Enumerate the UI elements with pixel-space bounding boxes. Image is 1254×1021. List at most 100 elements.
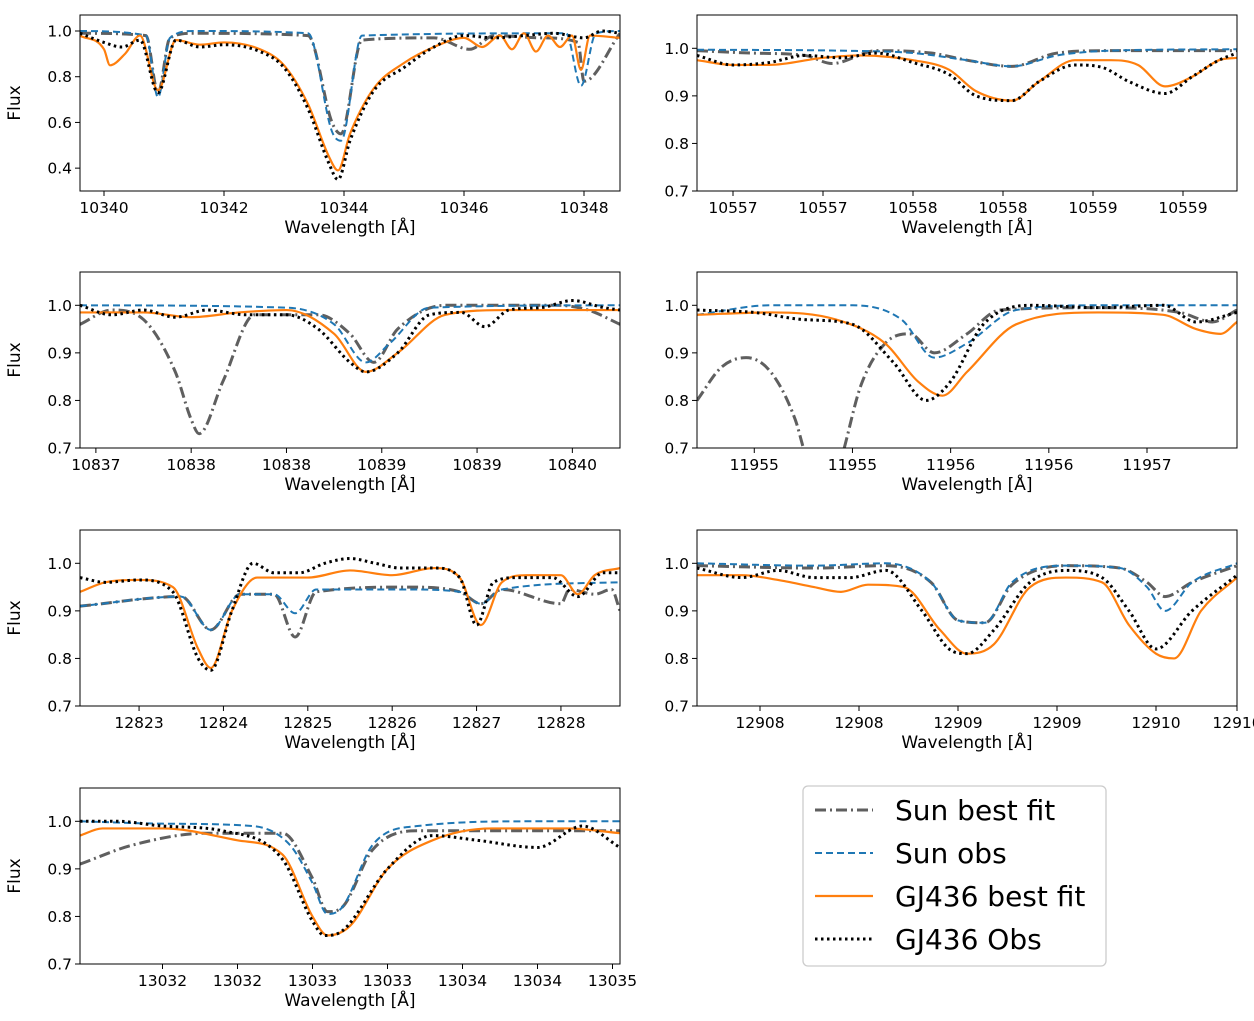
x-tick-label: 10557 — [798, 199, 847, 217]
y-tick-label: 0.8 — [47, 908, 72, 926]
x-tick-label: 10559 — [1158, 199, 1207, 217]
x-tick-label: 12910 — [1131, 714, 1180, 732]
chart-panel-1: 10340 10342 10344 10346 10348 0.4 0.6 0.8 1.0 Wav… — [5, 14, 621, 238]
chart-panel-7: 13032 13032 13033 13033 13034 13034 13035 0.7 0.… — [5, 787, 637, 1011]
x-tick-label: 10837 — [71, 456, 120, 474]
x-axis-label: Wavelength [Å] — [284, 473, 415, 495]
axes-frame — [79, 529, 621, 707]
y-tick-label: 0.4 — [47, 160, 72, 178]
chart-panel-3: 10837 10838 10838 10839 10839 10840 0.7 0.8 0.9 1… — [5, 271, 621, 495]
x-axis-label: Wavelength [Å] — [901, 216, 1032, 238]
legend-entry-gj436-obs: GJ436 Obs — [815, 923, 1042, 956]
y-axis-label: Flux — [5, 85, 25, 120]
y-tick-label: 0.7 — [47, 956, 72, 974]
series-line-gj436-obs — [80, 29, 620, 182]
x-tick-label: 11957 — [1122, 456, 1171, 474]
x-tick-label: 12828 — [536, 714, 585, 732]
series-line-gj436-obs — [697, 566, 1237, 656]
y-tick-label: 0.8 — [47, 650, 72, 668]
x-tick-label: 12825 — [283, 714, 332, 732]
x-tick-label: 10838 — [167, 456, 216, 474]
series-line-gj436-obs — [80, 557, 620, 672]
x-axis-label: Wavelength [Å] — [901, 473, 1032, 495]
y-tick-label: 0.7 — [664, 440, 689, 458]
series-line-sun-best-fit — [697, 356, 805, 448]
series-group — [80, 819, 620, 937]
series-line-gj436-obs — [80, 819, 620, 937]
y-tick-label: 0.9 — [47, 344, 72, 362]
series-line-sun-best-fit — [697, 564, 1237, 625]
y-tick-label: 0.9 — [664, 87, 689, 105]
y-tick-label: 0.9 — [664, 344, 689, 362]
axes-frame — [79, 271, 621, 449]
x-tick-label: 11955 — [730, 456, 779, 474]
y-tick-label: 0.8 — [664, 650, 689, 668]
y-tick-label: 1.0 — [47, 813, 72, 831]
x-tick-label: 11956 — [926, 456, 975, 474]
x-tick-label: 10559 — [1068, 199, 1117, 217]
legend-label-sun-best-fit: Sun best fit — [895, 794, 1055, 827]
y-axis-label: Flux — [5, 342, 25, 377]
y-tick-label: 0.8 — [47, 68, 72, 86]
x-tick-label: 12909 — [933, 714, 982, 732]
x-tick-label: 10839 — [452, 456, 501, 474]
legend-label-sun-obs: Sun obs — [895, 837, 1007, 870]
series-line-gj436-obs — [80, 299, 620, 374]
x-tick-label: 12908 — [735, 714, 784, 732]
x-tick-label: 11956 — [1024, 456, 1073, 474]
x-tick-label: 12823 — [114, 714, 163, 732]
y-axis-label: Flux — [5, 600, 25, 635]
series-group — [697, 48, 1237, 103]
y-tick-label: 0.9 — [47, 602, 72, 620]
x-axis-label: Wavelength [Å] — [284, 731, 415, 753]
x-tick-label: 10344 — [319, 199, 368, 217]
legend: Sun best fit Sun obs GJ436 best fit GJ43… — [802, 785, 1107, 967]
legend-entry-gj436-best-fit: GJ436 best fit — [815, 880, 1085, 913]
x-tick-label: 10839 — [357, 456, 406, 474]
x-tick-label: 10838 — [262, 456, 311, 474]
x-tick-label: 12824 — [199, 714, 248, 732]
series-line-sun-best-fit — [80, 31, 620, 136]
y-tick-label: 1.0 — [664, 555, 689, 573]
series-group — [80, 299, 620, 436]
series-line-sun-best-fit — [80, 829, 620, 914]
x-tick-label: 12826 — [368, 714, 417, 732]
x-tick-label: 10557 — [708, 199, 757, 217]
y-tick-label: 0.8 — [664, 135, 689, 153]
y-tick-label: 0.7 — [47, 698, 72, 716]
x-tick-label: 12910 — [1212, 714, 1254, 732]
legend-entry-sun-best-fit: Sun best fit — [815, 794, 1055, 827]
x-tick-label: 13033 — [363, 972, 412, 990]
series-line-sun-obs — [80, 30, 620, 142]
series-line-sun-obs — [697, 48, 1237, 68]
y-tick-label: 0.7 — [664, 698, 689, 716]
x-tick-label: 13034 — [513, 972, 562, 990]
series-line-gj436-best-fit — [80, 566, 620, 670]
axes-frame — [696, 529, 1238, 707]
series-line-gj436-best-fit — [697, 574, 1237, 660]
x-tick-label: 13032 — [138, 972, 187, 990]
y-tick-label: 1.0 — [664, 297, 689, 315]
y-tick-label: 1.0 — [47, 23, 72, 41]
x-tick-label: 13034 — [438, 972, 487, 990]
chart-panel-6: 12908 12908 12909 12909 12910 12910 0.7 0.8 0.9 1… — [664, 529, 1254, 753]
x-axis-label: Wavelength [Å] — [284, 216, 415, 238]
y-tick-label: 1.0 — [664, 40, 689, 58]
series-group — [80, 557, 620, 672]
series-line-gj436-best-fit — [697, 311, 1237, 397]
x-tick-label: 12827 — [452, 714, 501, 732]
legend-frame — [802, 785, 1107, 967]
y-tick-label: 1.0 — [47, 555, 72, 573]
axes-frame — [696, 271, 1238, 449]
y-tick-label: 0.9 — [664, 602, 689, 620]
legend-label-gj436-obs: GJ436 Obs — [895, 923, 1042, 956]
series-group — [697, 562, 1237, 660]
y-tick-label: 0.8 — [47, 392, 72, 410]
series-line-gj436-best-fit — [80, 32, 620, 172]
y-axis-label: Flux — [5, 858, 25, 893]
y-tick-label: 1.0 — [47, 297, 72, 315]
chart-panel-5: 12823 12824 12825 12826 12827 12828 0.7 0.8 0.9 1… — [5, 529, 621, 753]
x-tick-label: 12909 — [1032, 714, 1081, 732]
x-tick-label: 11955 — [828, 456, 877, 474]
x-axis-label: Wavelength [Å] — [284, 989, 415, 1011]
